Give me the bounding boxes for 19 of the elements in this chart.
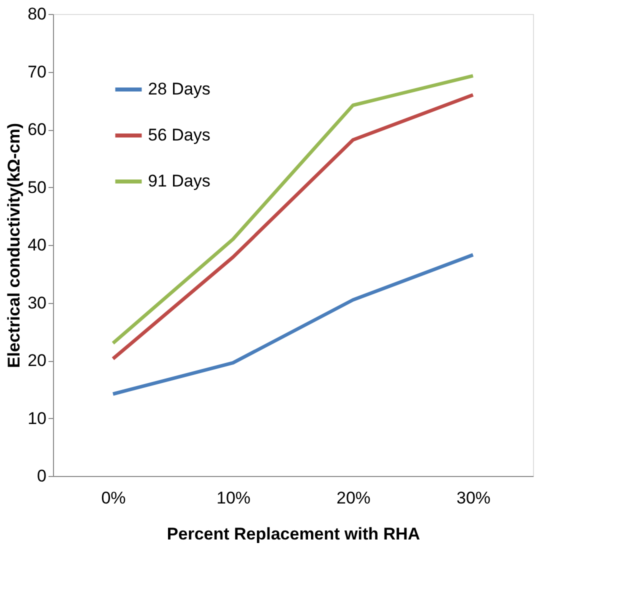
x-axis-title: Percent Replacement with RHA <box>166 524 420 544</box>
y-tick-label: 50 <box>28 178 46 197</box>
y-tick-label: 20 <box>28 351 46 370</box>
y-tick-label: 10 <box>28 408 46 428</box>
y-tick-label: 40 <box>28 236 46 254</box>
y-tick-label: 60 <box>28 120 46 139</box>
y-axis-title: Electrical conductivity(kΩ-cm) <box>4 122 24 368</box>
x-tick-label: 0% <box>101 488 126 508</box>
x-tick-label: 30% <box>456 488 491 508</box>
legend-label: 91 Days <box>148 172 210 190</box>
y-tick-label: 80 <box>28 4 46 24</box>
y-tick-label: 30 <box>28 293 46 312</box>
y-tick-label: 0 <box>37 466 46 486</box>
x-tick-label: 20% <box>336 488 371 508</box>
line-series <box>111 253 475 396</box>
legend-label: 56 Days <box>148 126 210 144</box>
y-tick-label: 70 <box>28 62 46 82</box>
x-tick-label: 10% <box>216 488 251 508</box>
legend-label: 28 Days <box>148 80 210 98</box>
